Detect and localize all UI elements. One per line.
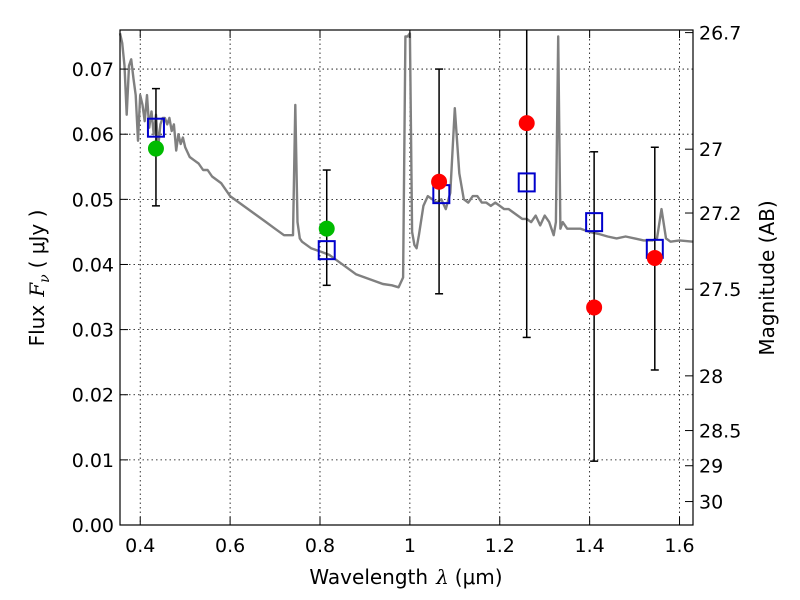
model-photometry-square: [146, 117, 165, 138]
observed-point: [646, 249, 663, 266]
y-tick-label: 0.04: [72, 254, 114, 276]
right-tick-label: 27: [699, 139, 723, 161]
y-tick-label: 0.03: [72, 320, 114, 342]
observed-point: [431, 173, 448, 190]
right-tick-label: 28: [699, 366, 723, 388]
model-sed-layer: [118, 32, 694, 289]
plot-frame: [119, 29, 694, 526]
model-photometry-square: [517, 172, 536, 193]
x-tick-label: 0.6: [215, 535, 245, 557]
right-tick-label: 27.2: [699, 203, 741, 225]
right-tick-label: 30: [699, 492, 723, 514]
x-tick-label: 1.4: [575, 535, 605, 557]
x-tick-label: 1.6: [664, 535, 694, 557]
right-tick-label: 29: [699, 456, 723, 478]
grid-lines: [120, 30, 693, 526]
y-axis-symbol: F: [25, 282, 49, 298]
x-tick-label: 0.8: [305, 535, 335, 557]
y-tick-label: 0.07: [72, 59, 114, 81]
right-tick-label: 27.5: [699, 279, 741, 301]
observed-point: [147, 140, 164, 157]
y-tick-label: 0.02: [72, 385, 114, 407]
model-photometry-square: [585, 212, 604, 233]
x-tick-label: 1: [404, 535, 416, 557]
model-sed-line: [118, 32, 694, 289]
right-tick-label: 26.7: [699, 23, 741, 45]
x-axis-symbol: λ: [435, 565, 449, 589]
y-tick-label: 0.06: [72, 124, 114, 146]
y-tick-label: 0.01: [72, 450, 114, 472]
right-axis-title: Magnitude (AB): [755, 200, 779, 355]
y-axis-label: Flux: [25, 305, 49, 347]
y-tick-label: 0.05: [72, 189, 114, 211]
observed-point: [318, 220, 335, 237]
y-tick-label: 0.00: [72, 515, 114, 537]
right-tick-label: 28.5: [699, 421, 741, 443]
model-photometry-square: [317, 240, 336, 261]
ticks-layer: 0.4 0.6 0.8 1 1.2 1.4 1.6 0.00 0.01 0.02 0.03 0.04 0…: [72, 23, 742, 557]
y-axis-unit: ( μJy ): [25, 210, 49, 269]
x-axis-unit: (μm): [455, 565, 503, 589]
x-tick-label: 0.4: [125, 535, 155, 557]
observed-point: [518, 115, 535, 132]
x-tick-label: 1.2: [485, 535, 515, 557]
y-axis-subscript: ν: [37, 274, 53, 283]
x-axis-label: Wavelength: [309, 565, 428, 589]
observed-point: [586, 299, 603, 316]
markers-layer: [146, 115, 664, 316]
y-axis-title: Flux Fν ( μJy ): [25, 210, 53, 347]
x-axis-title: Wavelength λ (μm): [309, 565, 502, 589]
